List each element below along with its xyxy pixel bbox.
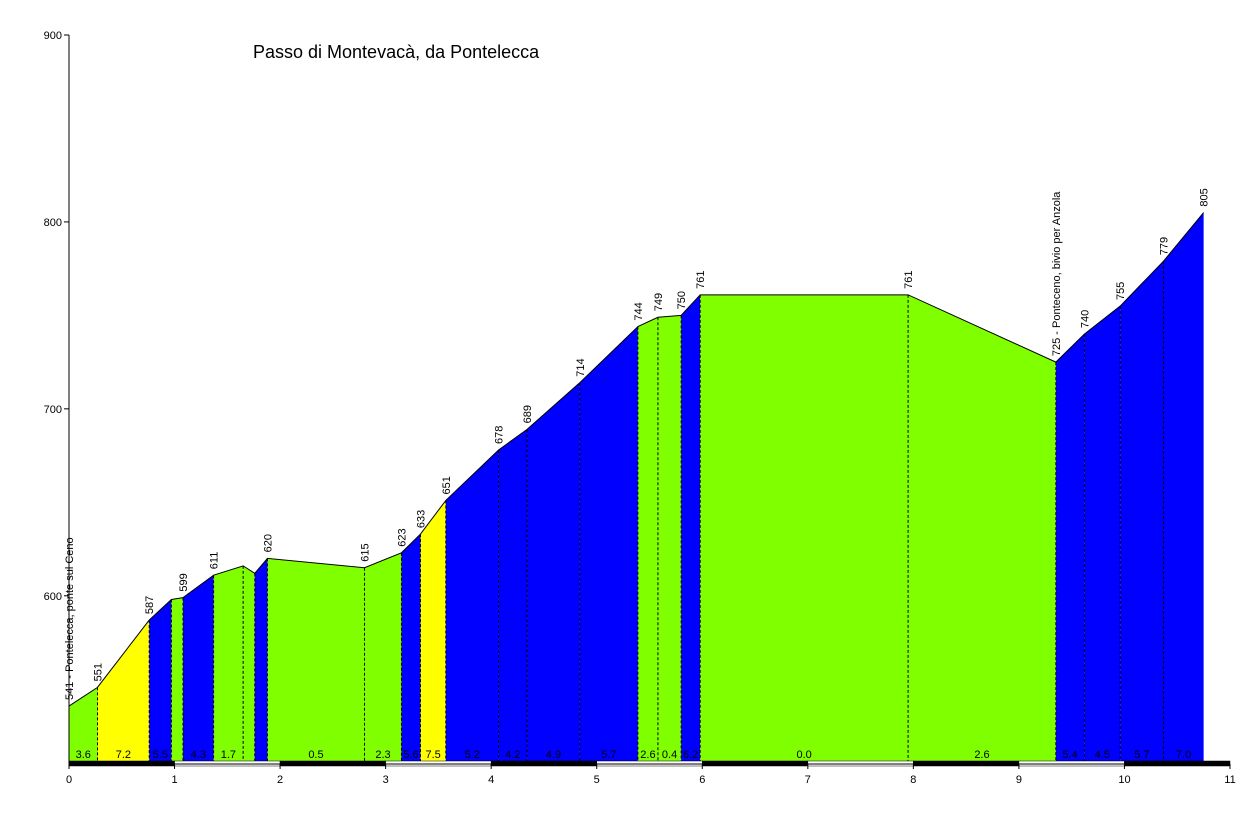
elevation-label: 744 bbox=[633, 302, 645, 320]
profile-segment bbox=[637, 317, 658, 761]
profile-segment bbox=[1163, 212, 1204, 762]
profile-segment bbox=[498, 429, 528, 761]
elevation-label: 714 bbox=[575, 358, 587, 376]
profile-segment bbox=[149, 599, 172, 761]
gradient-label: 5.7 bbox=[601, 749, 616, 761]
elevation-label: 740 bbox=[1079, 310, 1091, 328]
elevation-label: 761 bbox=[903, 270, 915, 288]
profile-segment bbox=[908, 294, 1056, 761]
elevation-label: 551 bbox=[92, 663, 104, 681]
profile-segment bbox=[1055, 334, 1085, 761]
elevation-label: 615 bbox=[360, 543, 372, 561]
elevation-label: 633 bbox=[415, 510, 427, 528]
x-tick-label: 11 bbox=[1224, 774, 1235, 786]
gradient-label: 2.6 bbox=[640, 749, 655, 761]
gradient-label: 5.7 bbox=[1134, 749, 1149, 761]
elevation-labels: 541 - Pontelecca, ponte sul Ceno 551 587 59… bbox=[64, 188, 1211, 700]
profile-segment bbox=[420, 500, 446, 761]
gradient-label: 0.4 bbox=[662, 749, 677, 761]
chart-title: Passo di Montevacà, da Pontelecca bbox=[253, 42, 540, 62]
gradient-label: 5.5 bbox=[153, 749, 168, 761]
elevation-label: 805 bbox=[1199, 188, 1211, 206]
gradient-label: 5.6 bbox=[403, 749, 418, 761]
gradient-label: 6.2 bbox=[683, 749, 698, 761]
gradient-label: 7.0 bbox=[1176, 749, 1191, 761]
gradient-label: 1.7 bbox=[221, 749, 236, 761]
gradient-label: 7.5 bbox=[425, 749, 440, 761]
profile-segment bbox=[69, 687, 98, 761]
gradient-label: 2.3 bbox=[375, 749, 390, 761]
elevation-label: 689 bbox=[522, 405, 534, 423]
profile-segment bbox=[1084, 306, 1121, 761]
elevation-label: 750 bbox=[676, 291, 688, 309]
profile-segment bbox=[401, 534, 421, 761]
profile-segment bbox=[254, 558, 268, 761]
gradient-label: 5.4 bbox=[1062, 749, 1077, 761]
x-tick-label: 3 bbox=[383, 774, 389, 786]
elevation-label: 651 bbox=[441, 476, 453, 494]
profile-segment bbox=[579, 326, 638, 761]
elevation-label: 587 bbox=[144, 596, 156, 614]
x-tick-label: 8 bbox=[910, 774, 916, 786]
gradient-label: 0.5 bbox=[308, 749, 323, 761]
profile-segment bbox=[267, 558, 365, 761]
elevation-label: 755 bbox=[1115, 282, 1127, 300]
profile-segment bbox=[527, 382, 580, 761]
gradient-label: 7.2 bbox=[116, 749, 131, 761]
x-tick-label: 10 bbox=[1118, 774, 1130, 786]
elevation-label: 749 bbox=[653, 293, 665, 311]
gradient-label: 4.2 bbox=[505, 749, 520, 761]
profile-segment bbox=[445, 449, 499, 761]
gradient-label: 4.5 bbox=[1095, 749, 1110, 761]
elevation-label: 623 bbox=[396, 528, 408, 546]
x-tick-label: 5 bbox=[594, 774, 600, 786]
gradient-label: 0.0 bbox=[796, 749, 811, 761]
profile-segment bbox=[171, 597, 183, 761]
elevation-label: 611 bbox=[209, 552, 221, 570]
x-tick-label: 6 bbox=[699, 774, 705, 786]
y-tick-label: 800 bbox=[44, 217, 62, 229]
profile-segment bbox=[700, 294, 909, 761]
elevation-label: 678 bbox=[494, 426, 506, 444]
y-tick-label: 600 bbox=[44, 591, 62, 603]
profile-segment bbox=[213, 565, 244, 761]
profile-line bbox=[68, 212, 1204, 707]
elevation-label: 541 - Pontelecca, ponte sul Ceno bbox=[64, 537, 76, 700]
elevation-label: 599 bbox=[178, 573, 190, 591]
elevation-label: 761 bbox=[695, 270, 707, 288]
x-tick-label: 4 bbox=[488, 774, 494, 786]
gradient-label: 3.6 bbox=[76, 749, 91, 761]
x-tick-label: 0 bbox=[66, 774, 72, 786]
profile-segments bbox=[69, 212, 1204, 762]
x-tick-label: 1 bbox=[171, 774, 177, 786]
profile-segment bbox=[182, 575, 214, 761]
elevation-label: 620 bbox=[262, 534, 274, 552]
profile-segment bbox=[657, 315, 682, 761]
profile-segment bbox=[681, 294, 701, 761]
gradient-label: 5.2 bbox=[465, 749, 480, 761]
elevation-label: 725 - Ponteceno, bivio per Anzola bbox=[1051, 191, 1063, 356]
profile-segment bbox=[1120, 261, 1164, 761]
x-tick-label: 2 bbox=[277, 774, 283, 786]
y-tick-label: 700 bbox=[44, 404, 62, 416]
y-tick-label: 900 bbox=[44, 30, 62, 42]
gradient-label: 2.6 bbox=[974, 749, 989, 761]
profile-segment bbox=[97, 620, 150, 761]
gradient-label: 4.9 bbox=[546, 749, 561, 761]
profile-segment bbox=[364, 552, 402, 761]
x-tick-label: 7 bbox=[805, 774, 811, 786]
x-tick-label: 9 bbox=[1016, 774, 1022, 786]
gradient-label: 4.3 bbox=[191, 749, 206, 761]
elevation-label: 779 bbox=[1159, 237, 1171, 255]
gradient-labels: 3.6 7.2 5.5 4.3 1.7 0.5 2.3 5.6 7.5 5.2 4.2 4.9 5.7 2… bbox=[76, 749, 1192, 761]
segment-dividers bbox=[96, 261, 1165, 761]
profile-outline bbox=[68, 212, 1204, 707]
profile-segment bbox=[243, 565, 255, 761]
